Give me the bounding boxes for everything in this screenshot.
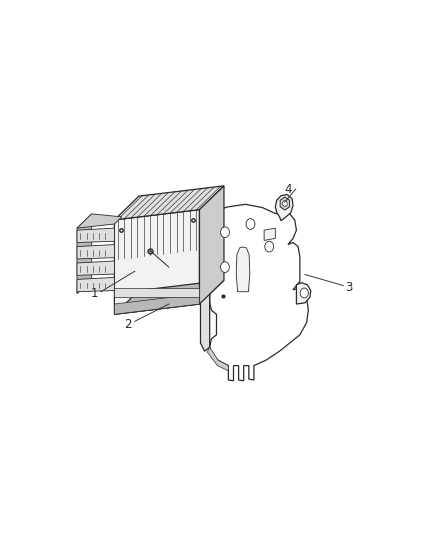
Circle shape — [220, 262, 229, 272]
Polygon shape — [236, 247, 249, 292]
Circle shape — [264, 241, 273, 252]
Circle shape — [300, 288, 307, 298]
Polygon shape — [296, 282, 310, 304]
Polygon shape — [114, 288, 199, 297]
Polygon shape — [275, 195, 293, 221]
Polygon shape — [200, 215, 212, 351]
Circle shape — [282, 200, 286, 206]
Polygon shape — [279, 197, 289, 210]
Text: 2: 2 — [124, 318, 131, 331]
Polygon shape — [114, 294, 199, 314]
Circle shape — [246, 219, 254, 229]
Polygon shape — [77, 277, 114, 292]
Text: 1: 1 — [90, 287, 98, 300]
Polygon shape — [114, 280, 223, 314]
Polygon shape — [264, 228, 275, 240]
Polygon shape — [77, 214, 121, 228]
Polygon shape — [77, 261, 114, 276]
Polygon shape — [77, 214, 92, 294]
Polygon shape — [77, 245, 114, 259]
Polygon shape — [114, 186, 223, 220]
Polygon shape — [77, 228, 114, 243]
Polygon shape — [209, 204, 307, 381]
Circle shape — [220, 227, 229, 238]
Polygon shape — [114, 209, 199, 314]
Text: 4: 4 — [283, 183, 291, 196]
Polygon shape — [207, 347, 228, 371]
Text: 3: 3 — [345, 281, 352, 294]
Polygon shape — [199, 186, 223, 304]
